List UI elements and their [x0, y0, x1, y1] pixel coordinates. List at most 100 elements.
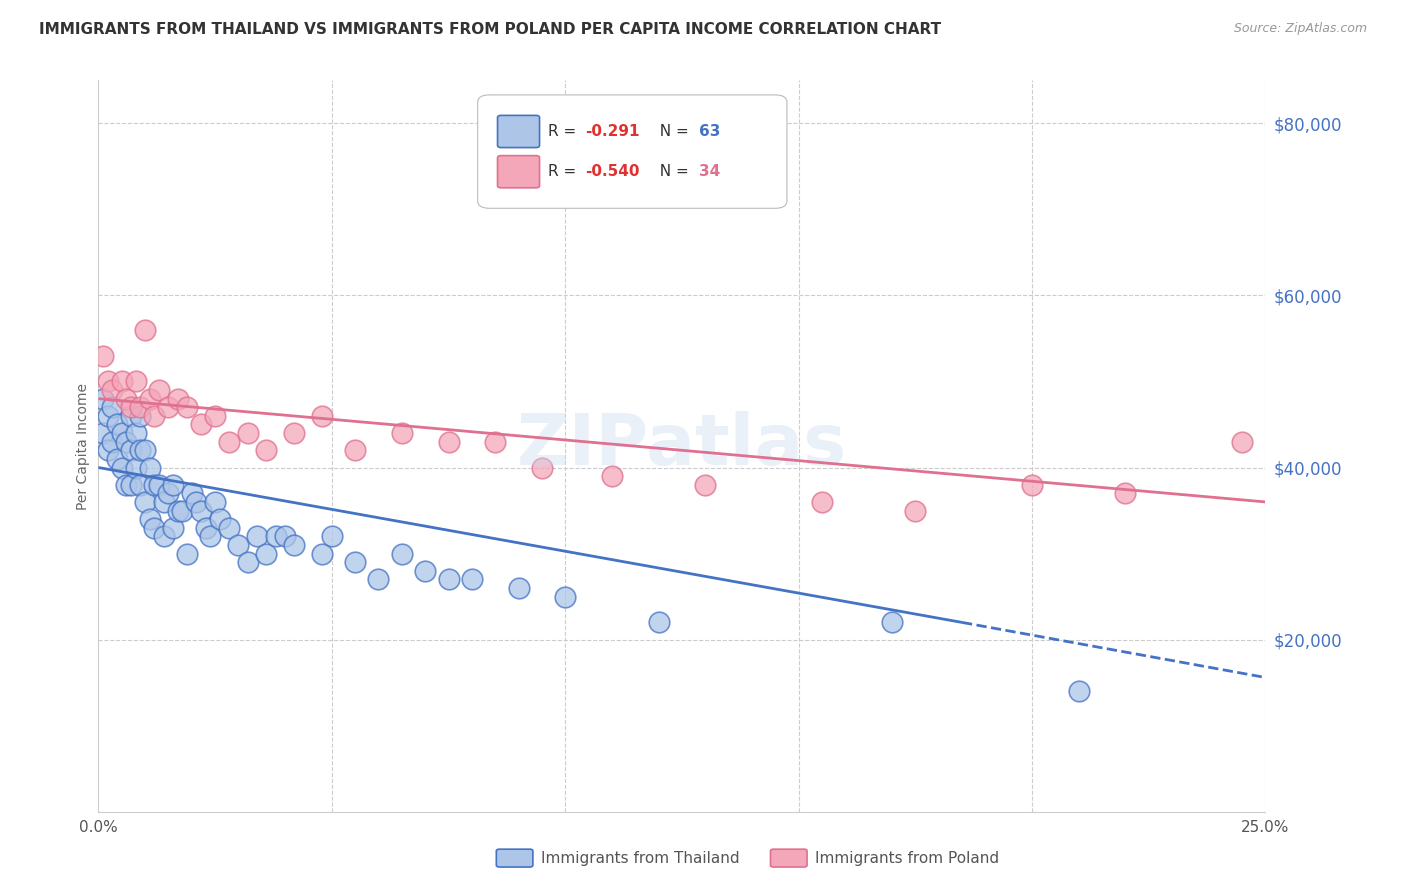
- Point: [367, 573, 389, 587]
- Point: [1114, 486, 1136, 500]
- Text: N =: N =: [651, 164, 695, 179]
- Point: [120, 409, 142, 423]
- Point: [264, 529, 287, 543]
- Point: [139, 392, 162, 406]
- Point: [129, 401, 152, 415]
- Point: [115, 392, 138, 406]
- Y-axis label: Per Capita Income: Per Capita Income: [76, 383, 90, 509]
- Point: [695, 477, 717, 491]
- Point: [236, 555, 259, 569]
- Point: [246, 529, 269, 543]
- Point: [204, 409, 226, 423]
- Point: [344, 443, 367, 458]
- Point: [152, 495, 174, 509]
- Point: [143, 521, 166, 535]
- Point: [190, 417, 212, 432]
- Text: R =: R =: [548, 124, 586, 139]
- Point: [228, 538, 250, 552]
- Point: [508, 581, 530, 595]
- Text: 63: 63: [699, 124, 721, 139]
- Point: [157, 401, 180, 415]
- Point: [391, 426, 413, 441]
- Point: [311, 547, 333, 561]
- Text: ZIPatlas: ZIPatlas: [517, 411, 846, 481]
- Point: [190, 503, 212, 517]
- Point: [218, 521, 240, 535]
- FancyBboxPatch shape: [478, 95, 787, 209]
- Point: [236, 426, 259, 441]
- Text: -0.540: -0.540: [585, 164, 640, 179]
- Text: Source: ZipAtlas.com: Source: ZipAtlas.com: [1233, 22, 1367, 36]
- Point: [125, 375, 148, 389]
- Point: [152, 529, 174, 543]
- Point: [120, 477, 142, 491]
- Point: [97, 443, 120, 458]
- Point: [530, 460, 553, 475]
- Text: N =: N =: [651, 124, 695, 139]
- Point: [208, 512, 231, 526]
- Point: [139, 460, 162, 475]
- Point: [115, 477, 138, 491]
- Point: [125, 426, 148, 441]
- Point: [218, 434, 240, 449]
- Point: [120, 443, 142, 458]
- Point: [157, 486, 180, 500]
- Point: [148, 477, 170, 491]
- Point: [283, 538, 305, 552]
- Point: [139, 512, 162, 526]
- Point: [461, 573, 484, 587]
- Point: [176, 547, 198, 561]
- Point: [180, 486, 202, 500]
- Point: [97, 409, 120, 423]
- Point: [162, 521, 184, 535]
- Point: [101, 434, 124, 449]
- Text: -0.291: -0.291: [585, 124, 640, 139]
- Point: [413, 564, 436, 578]
- Point: [311, 409, 333, 423]
- Point: [200, 529, 222, 543]
- Point: [143, 477, 166, 491]
- Point: [91, 349, 114, 363]
- Point: [172, 503, 194, 517]
- Point: [91, 426, 114, 441]
- Point: [166, 503, 188, 517]
- Point: [321, 529, 343, 543]
- Point: [129, 409, 152, 423]
- Point: [344, 555, 367, 569]
- Point: [437, 434, 460, 449]
- Text: R =: R =: [548, 164, 586, 179]
- Point: [105, 417, 128, 432]
- Point: [143, 409, 166, 423]
- Point: [129, 477, 152, 491]
- Point: [120, 401, 142, 415]
- Point: [186, 495, 208, 509]
- Point: [162, 477, 184, 491]
- Point: [811, 495, 834, 509]
- Point: [437, 573, 460, 587]
- Point: [176, 401, 198, 415]
- Point: [111, 375, 134, 389]
- Point: [166, 392, 188, 406]
- Text: Immigrants from Poland: Immigrants from Poland: [815, 851, 1000, 865]
- Point: [283, 426, 305, 441]
- Point: [134, 495, 156, 509]
- Point: [256, 547, 278, 561]
- Point: [256, 443, 278, 458]
- Point: [484, 434, 506, 449]
- Point: [194, 521, 217, 535]
- Point: [134, 443, 156, 458]
- Point: [880, 615, 903, 630]
- Point: [1067, 684, 1090, 698]
- Point: [125, 460, 148, 475]
- Point: [148, 383, 170, 397]
- Point: [1230, 434, 1253, 449]
- Point: [391, 547, 413, 561]
- FancyBboxPatch shape: [498, 155, 540, 188]
- Point: [904, 503, 927, 517]
- Point: [105, 451, 128, 466]
- Text: Immigrants from Thailand: Immigrants from Thailand: [541, 851, 740, 865]
- Point: [111, 426, 134, 441]
- Point: [1021, 477, 1043, 491]
- Text: IMMIGRANTS FROM THAILAND VS IMMIGRANTS FROM POLAND PER CAPITA INCOME CORRELATION: IMMIGRANTS FROM THAILAND VS IMMIGRANTS F…: [39, 22, 942, 37]
- Point: [554, 590, 576, 604]
